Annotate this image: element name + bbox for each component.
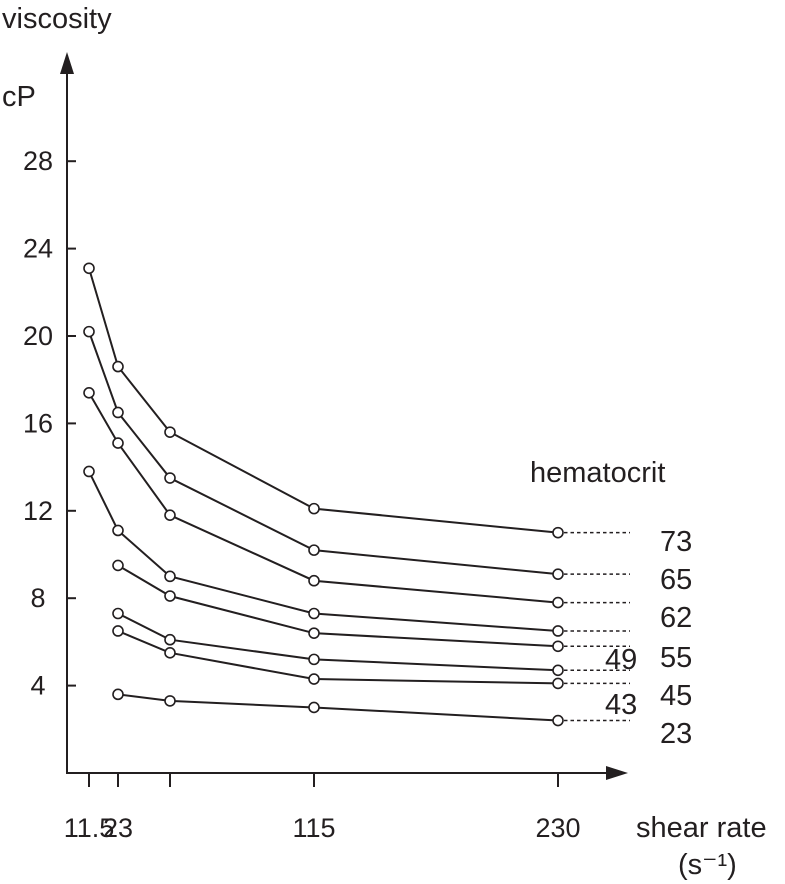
y-tick-label: 20 [23,321,53,351]
y-axis-arrowhead [60,52,74,74]
x-axis-title: shear rate [636,812,767,844]
series-line-43 [117,630,559,685]
data-point-43 [308,673,320,685]
data-point-55 [308,607,320,620]
series-label-65: 65 [660,564,692,596]
series-group [83,262,630,727]
data-point-49 [112,559,124,572]
x-axis-arrowhead [606,766,628,780]
data-point-65 [308,544,320,556]
data-point-73 [83,262,95,275]
data-point-62 [112,437,124,449]
series-line-65 [88,331,559,576]
data-point-43 [112,625,124,637]
data-point-73 [552,526,564,539]
series-line-73 [88,267,559,534]
x-tick-label: 230 [535,813,580,843]
x-axis-unit: (s⁻¹) [678,849,737,881]
y-tick-label: 16 [23,408,53,438]
x-tick-label: 11.5 [64,813,115,843]
data-point-43 [552,677,564,690]
data-point-45 [112,607,124,620]
series-label-23: 23 [660,718,692,750]
data-point-55 [552,625,564,637]
y-tick-label: 12 [23,496,53,526]
data-point-45 [552,664,564,677]
y-ticks: 4 8 12 16 20 24 28 [23,146,76,701]
data-point-55 [112,524,124,537]
x-tick-label: 115 [292,813,335,843]
y-axis-title: viscosity [2,3,112,35]
data-point-49 [164,590,176,602]
data-point-62 [83,387,95,399]
series-line-62 [88,392,559,604]
series-labels: 73 65 62 55 49 45 43 23 [605,526,692,750]
series-line-23 [117,693,559,722]
y-tick-label: 8 [30,583,45,613]
series-label-73: 73 [660,526,692,558]
data-point-23 [112,688,124,701]
data-point-45 [164,633,176,646]
data-point-45 [308,653,320,666]
series-label-55: 55 [660,642,692,674]
data-point-62 [308,574,320,587]
series-line-49 [117,564,559,648]
data-point-62 [164,509,176,521]
data-point-55 [164,570,176,583]
series-label-43: 43 [605,689,637,721]
data-point-43 [164,647,176,659]
data-point-65 [83,325,95,338]
data-point-73 [164,426,176,438]
x-ticks: 11.523 115 230 [64,773,581,843]
series-line-45 [117,612,559,672]
y-axis-unit: cP [2,81,36,113]
series-label-62: 62 [660,602,692,634]
data-point-65 [552,568,564,580]
data-point-62 [552,596,564,609]
data-point-65 [112,406,124,419]
series-label-49: 49 [605,644,637,676]
data-point-23 [308,701,320,714]
y-tick-label: 4 [30,671,45,701]
data-point-23 [552,714,564,727]
data-point-23 [164,695,176,707]
legend-title: hematocrit [530,457,665,489]
x-tick-label: 23 [103,813,133,843]
data-point-73 [112,360,124,373]
data-point-49 [308,627,320,639]
y-tick-label: 28 [23,146,53,176]
data-point-65 [164,472,176,484]
data-point-49 [552,640,564,653]
y-tick-label: 24 [23,234,53,264]
series-label-45: 45 [660,680,692,712]
data-point-73 [308,502,320,515]
data-point-55 [83,465,95,478]
